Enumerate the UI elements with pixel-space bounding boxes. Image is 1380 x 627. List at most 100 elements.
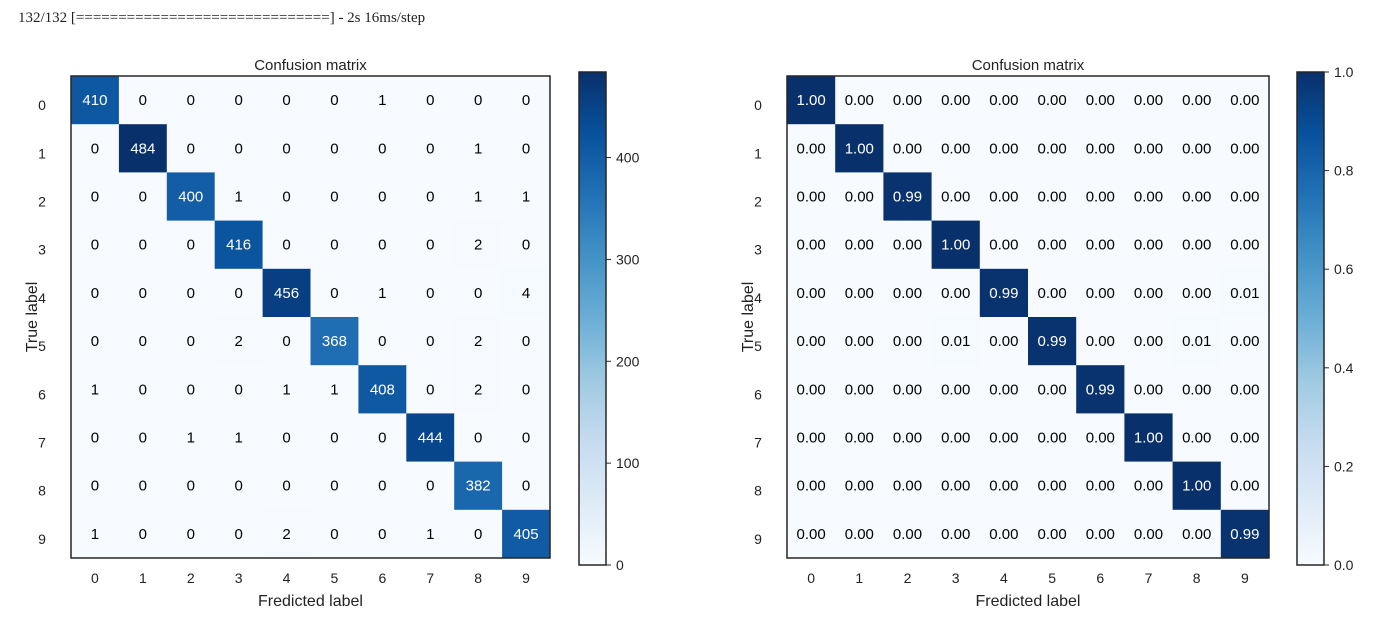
cell-value-label: 0.00: [941, 478, 970, 495]
cell-value-label: 0: [426, 478, 434, 495]
cell-value-label: 0.00: [845, 526, 874, 543]
heatmap-cell: [118, 268, 168, 318]
heatmap-cell: [358, 461, 407, 511]
cell-value-label: 0: [234, 92, 242, 109]
cell-value-label: 0: [522, 478, 530, 495]
heatmap-cell: [454, 461, 503, 511]
heatmap-cell: [358, 76, 407, 125]
cell-value-label: 0: [474, 526, 482, 543]
heatmap-cell: [310, 172, 359, 222]
cell-value-label: 0.00: [1037, 478, 1066, 495]
heatmap-cell: [1076, 76, 1125, 125]
cell-value-label: 0.00: [941, 526, 970, 543]
heatmap-cell: [931, 413, 981, 463]
cell-value-label: 0: [139, 478, 147, 495]
y-tick-label: 6: [754, 386, 762, 402]
cell-value-label: 0: [282, 92, 290, 109]
cell-value-label: 0.00: [1086, 189, 1115, 206]
cell-value-label: 444: [418, 430, 443, 447]
y-tick-label: 8: [38, 483, 46, 499]
cell-value-label: 0: [234, 285, 242, 302]
cell-value-label: 0.00: [1230, 189, 1259, 206]
heatmap-cell: [214, 76, 264, 125]
heatmap-cell: [502, 268, 551, 318]
heatmap-cell: [262, 461, 311, 511]
y-tick-label: 3: [38, 242, 46, 258]
heatmap-cell: [310, 413, 359, 463]
cell-value-label: 0.00: [1086, 333, 1115, 350]
y-tick-label: 3: [754, 242, 762, 258]
cell-value-label: 0.00: [1230, 333, 1259, 350]
cell-value-label: 0.00: [1134, 189, 1163, 206]
heatmap-cell: [1172, 413, 1222, 463]
cell-value-label: 1: [522, 189, 530, 206]
cell-value-label: 0.00: [1134, 92, 1163, 109]
heatmap-cell: [118, 461, 168, 511]
cell-value-label: 0.00: [1182, 381, 1211, 398]
heatmap-cell: [262, 413, 311, 463]
cell-value-label: 0: [426, 140, 434, 157]
cell-value-label: 0: [139, 189, 147, 206]
heatmap-cell: [262, 317, 311, 366]
cell-value-label: 0.00: [893, 285, 922, 302]
heatmap-cell: [310, 461, 359, 511]
colorbar-tick-label: 100: [616, 455, 640, 471]
colorbar-tick-label: 0: [616, 557, 624, 573]
heatmap-cell: [118, 76, 168, 125]
cell-value-label: 0: [426, 381, 434, 398]
heatmap-cell: [166, 365, 216, 414]
colorbar-tick-label: 0.8: [1334, 163, 1354, 179]
heatmap-cell: [883, 76, 933, 125]
heatmap-cell: [502, 365, 551, 414]
heatmap-cell: [358, 172, 407, 222]
cell-value-label: 0: [91, 430, 99, 447]
cell-value-label: 0: [522, 140, 530, 157]
y-axis-label: True label: [24, 282, 41, 353]
heatmap-cell: [310, 220, 359, 270]
heatmap-cell: [787, 172, 836, 222]
heatmap-cell: [502, 461, 551, 511]
y-tick-label: 1: [38, 145, 46, 161]
heatmap-cell: [1076, 461, 1125, 511]
heatmap-cell: [214, 220, 264, 270]
cell-value-label: 0: [282, 140, 290, 157]
heatmap-cell: [454, 509, 503, 559]
cell-value-label: 0.00: [893, 526, 922, 543]
heatmap-cell: [406, 172, 455, 222]
heatmap-cell: [454, 76, 503, 125]
heatmap-cell: [1028, 268, 1077, 318]
x-tick-label: 6: [378, 570, 386, 586]
cell-value-label: 0.00: [989, 478, 1018, 495]
heatmap-cell: [835, 124, 884, 173]
y-tick-label: 4: [38, 290, 46, 306]
heatmap-cell: [71, 413, 120, 463]
cell-value-label: 0.00: [1134, 140, 1163, 157]
heatmap-cell: [1028, 220, 1077, 270]
heatmap-cell: [406, 509, 455, 559]
heatmap-cell: [1124, 220, 1174, 270]
cell-value-label: 0.00: [1182, 189, 1211, 206]
heatmap-cell: [118, 172, 168, 222]
heatmap-cell: [1172, 461, 1222, 511]
heatmap-cell: [358, 365, 407, 414]
cell-value-label: 1: [282, 381, 290, 398]
cell-value-label: 0: [378, 478, 386, 495]
heatmap-cell: [358, 268, 407, 318]
cell-value-label: 405: [514, 526, 539, 543]
heatmap-cell: [1124, 413, 1174, 463]
cell-value-label: 0: [187, 526, 195, 543]
heatmap-cell: [214, 461, 264, 511]
heatmap-cell: [1028, 124, 1077, 173]
cell-value-label: 0: [522, 430, 530, 447]
heatmap-cell: [1220, 461, 1270, 511]
heatmap-cell: [1172, 220, 1222, 270]
y-tick-label: 2: [754, 194, 762, 210]
heatmap-cell: [358, 124, 407, 173]
heatmap-cell: [502, 317, 551, 366]
heatmap-cell: [1124, 76, 1174, 125]
cell-value-label: 0: [187, 333, 195, 350]
heatmap-cell: [883, 365, 933, 414]
cell-value-label: 0.01: [941, 333, 970, 350]
cell-value-label: 0: [187, 285, 195, 302]
heatmap-cell: [214, 365, 264, 414]
